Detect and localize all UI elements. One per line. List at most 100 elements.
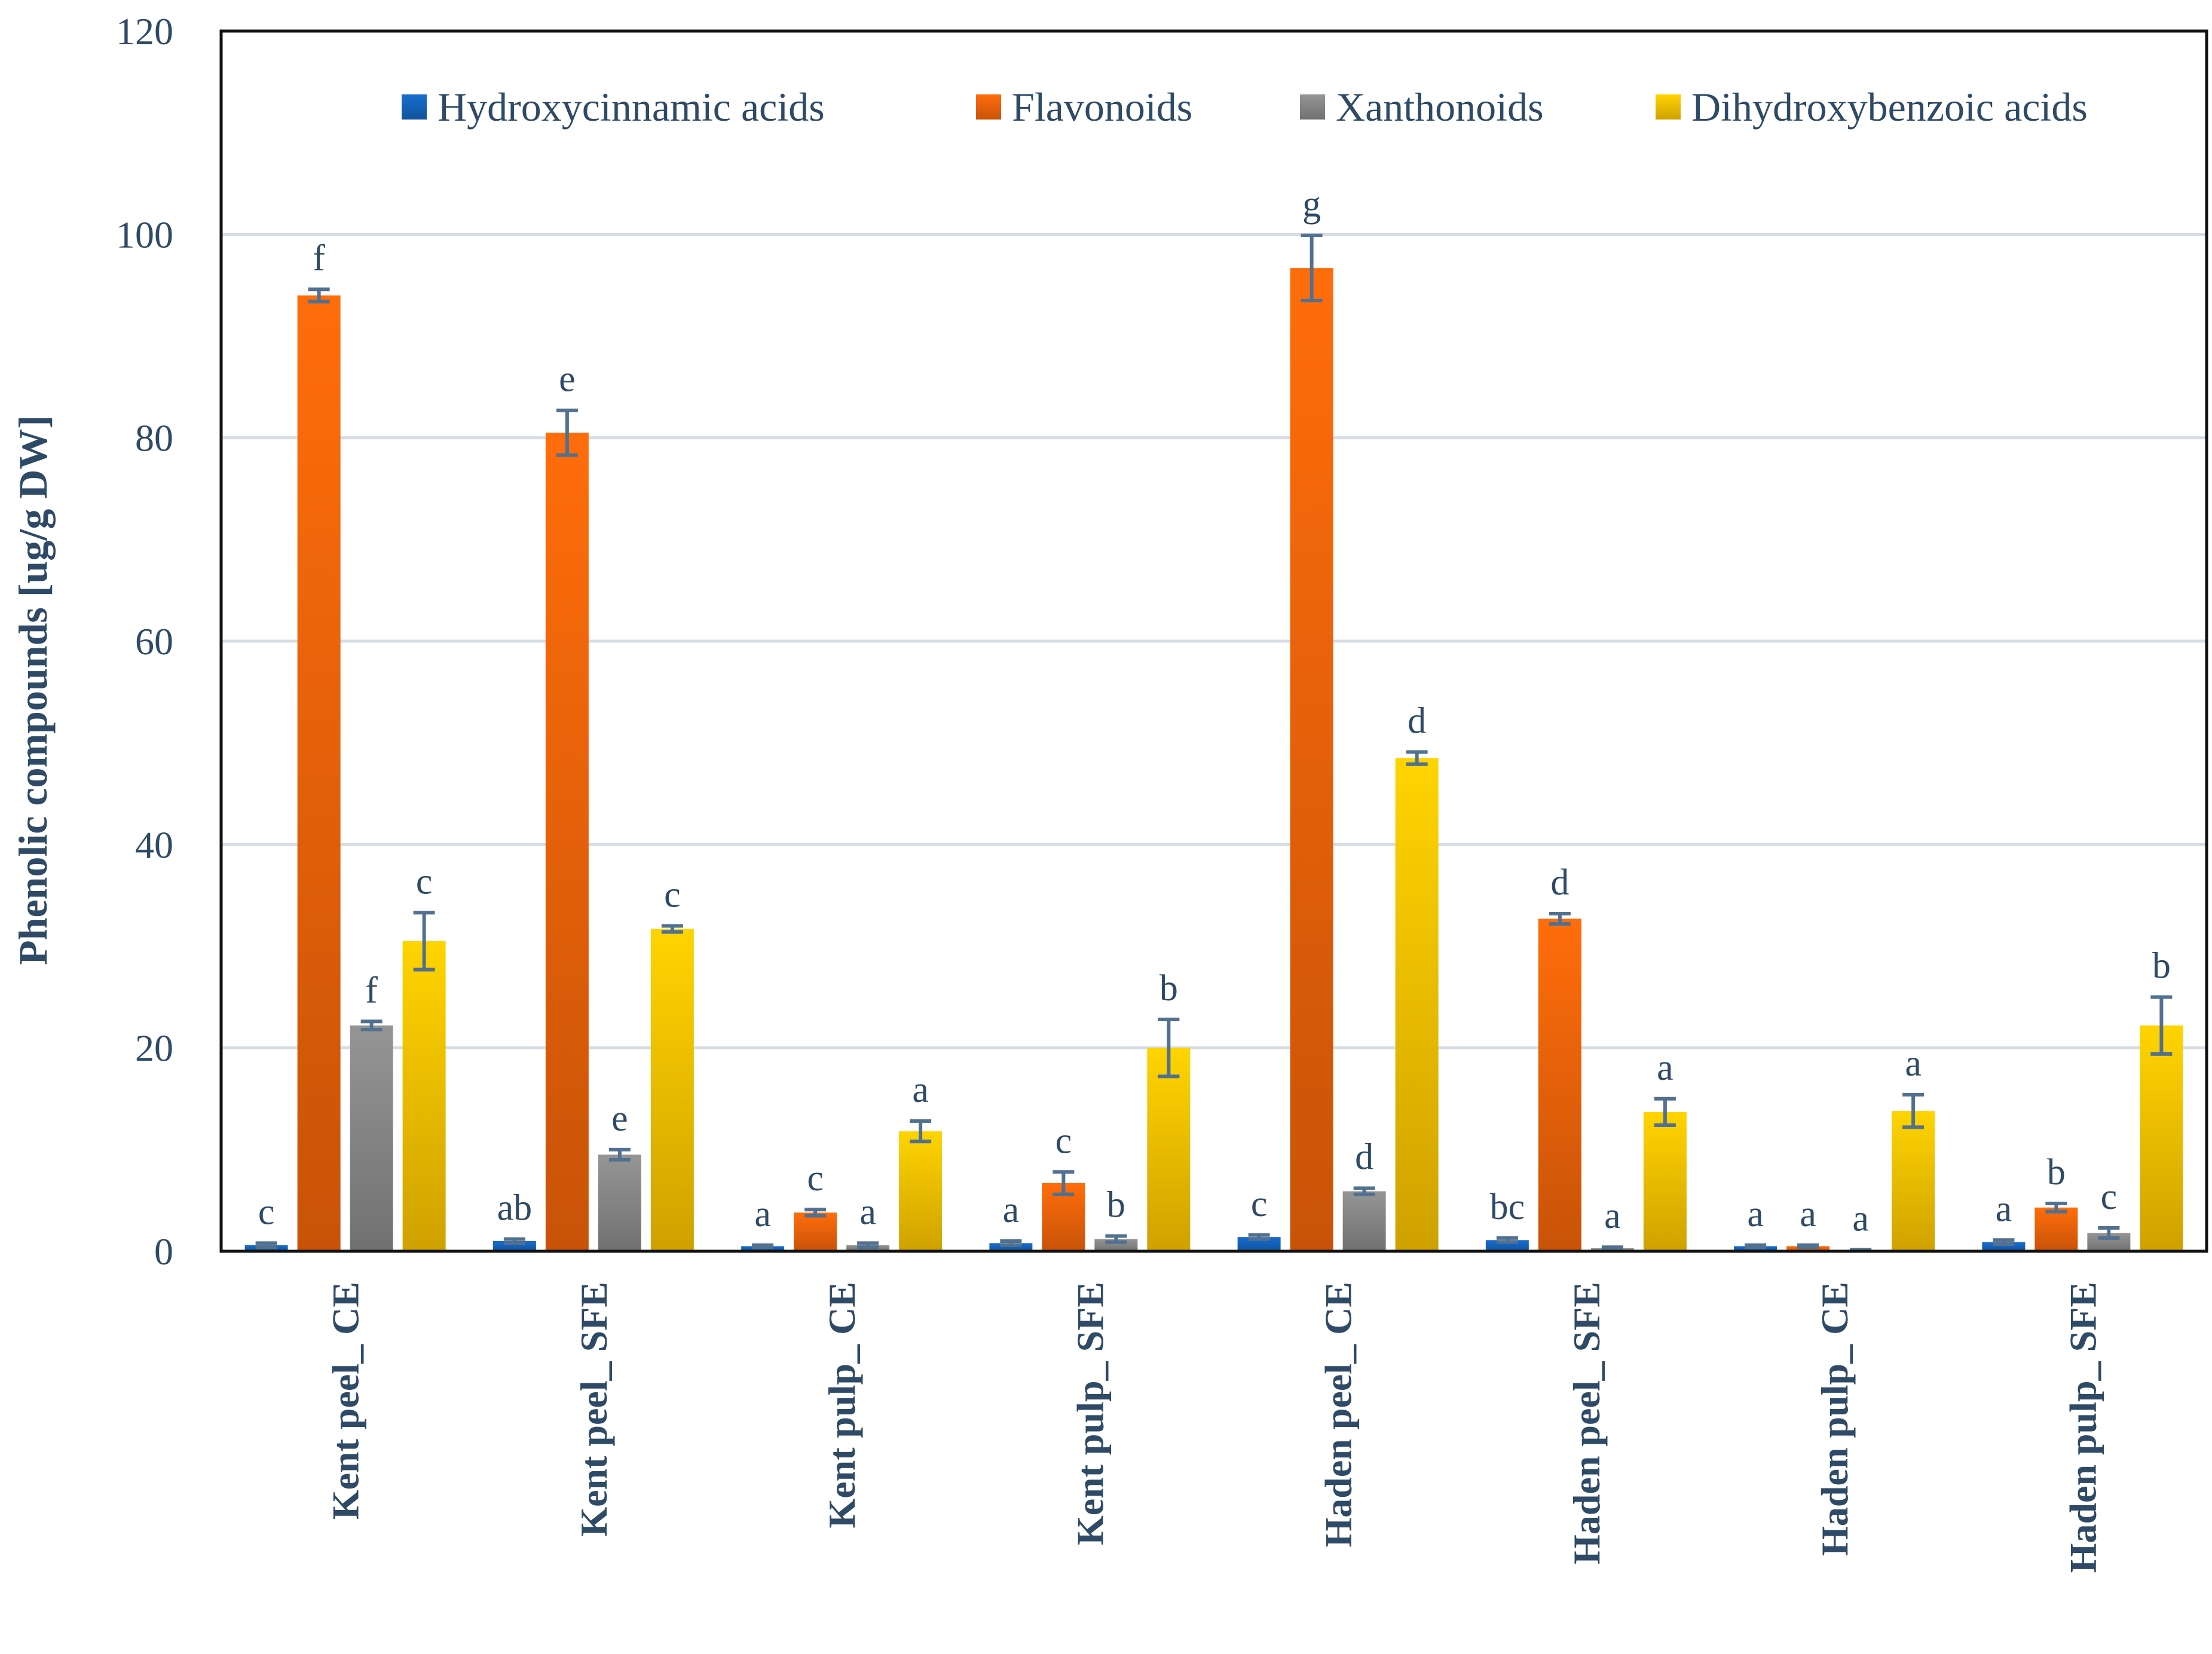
significance-letter: d [1355, 1137, 1373, 1177]
bar-dihydroxybenzoic-acids [899, 1131, 943, 1251]
significance-letter: b [1159, 968, 1178, 1009]
x-category-label: Kent pulp_ CE [821, 1282, 863, 1529]
significance-letter: a [1996, 1189, 2012, 1229]
significance-letter: ab [497, 1188, 533, 1229]
error-bar [1158, 1018, 1180, 1079]
significance-letter: a [859, 1192, 876, 1232]
gridlines [221, 29, 2207, 1050]
error-bar [1601, 1245, 1623, 1251]
bar-dihydroxybenzoic-acids [650, 929, 694, 1251]
bar-flavonoids [1290, 268, 1333, 1252]
error-bar [857, 1241, 879, 1249]
legend-swatch [1656, 94, 1681, 120]
error-bar [608, 1147, 631, 1162]
x-category-label: Kent peel_ CE [325, 1282, 367, 1520]
bar-flavonoids [297, 295, 341, 1251]
error-bar [661, 924, 683, 934]
significance-letter: c [258, 1192, 275, 1232]
legend: Hydroxycinnamic acids Flavonoids Xanthonoi… [402, 84, 2088, 130]
bar-xanthonoids [1342, 1191, 1386, 1251]
error-bar [1053, 1170, 1075, 1196]
significance-letter: c [416, 861, 433, 902]
significance-letter: g [1302, 184, 1321, 225]
error-bar [1406, 750, 1428, 766]
significance-letter: a [912, 1070, 929, 1110]
x-category-label: Haden pulp_ SFE [2061, 1282, 2104, 1573]
significance-letter: e [559, 359, 576, 400]
bar-flavonoids [1538, 918, 1581, 1251]
bar-flavonoids [545, 433, 589, 1251]
significance-letter: d [1408, 700, 1426, 741]
error-bar [556, 408, 578, 457]
error-bar [1301, 234, 1323, 302]
bars [244, 268, 2183, 1252]
significance-letter: a [754, 1194, 771, 1235]
error-bar [1105, 1234, 1127, 1244]
significance-letter: c [2101, 1177, 2118, 1217]
significance-letter: a [1747, 1194, 1764, 1235]
significance-letter: b [2152, 946, 2171, 987]
error-bar [1993, 1238, 2015, 1246]
error-bars [255, 234, 2173, 1253]
y-tick-label: 0 [154, 1230, 173, 1273]
error-bar [2045, 1202, 2067, 1214]
plot-frame [219, 29, 2208, 1253]
bar-dihydroxybenzoic-acids [1395, 758, 1439, 1251]
significance-letter: a [1905, 1043, 1922, 1084]
legend-swatch [402, 94, 427, 120]
significance-letter: f [313, 238, 325, 278]
legend-swatch [976, 94, 1001, 120]
error-bar [804, 1208, 827, 1218]
significance-letter: a [1003, 1190, 1020, 1230]
significance-letter: c [664, 874, 681, 915]
error-bar [1745, 1243, 1767, 1249]
bar-dihydroxybenzoic-acids [402, 941, 446, 1251]
x-category-label: Kent peel_ SFE [573, 1282, 615, 1537]
significance-letter: b [2047, 1152, 2066, 1193]
error-bar [910, 1119, 932, 1144]
bar-dihydroxybenzoic-acids [1892, 1111, 1935, 1251]
x-category-label: Haden pulp_ CE [1813, 1282, 1856, 1556]
bar-dihydroxybenzoic-acids [1643, 1111, 1687, 1251]
y-tick-label: 40 [135, 823, 173, 866]
plot-border [219, 29, 2208, 1253]
error-bar [1353, 1186, 1375, 1196]
y-tick-label: 20 [135, 1027, 173, 1070]
significance-letter: f [365, 970, 378, 1010]
legend-label: Dihydroxybenzoic acids [1691, 84, 2088, 130]
legend-label: Xanthonoids [1336, 84, 1544, 130]
x-category-label: Haden peel_ CE [1317, 1282, 1360, 1547]
bar-flavonoids [2034, 1207, 2078, 1251]
significance-letter: c [1251, 1184, 1268, 1224]
y-axis-label: Phenolic compounds [ug/g DW] [10, 415, 56, 965]
error-bar [1902, 1092, 1925, 1129]
error-bar [503, 1237, 525, 1245]
error-bar [360, 1019, 383, 1032]
error-bar [255, 1241, 277, 1249]
bar-xanthonoids [350, 1025, 393, 1251]
significance-letter: a [1800, 1194, 1816, 1235]
error-bar [1496, 1236, 1518, 1244]
y-tick-label: 80 [135, 417, 173, 460]
error-bar [752, 1243, 774, 1249]
error-bar [1654, 1096, 1676, 1127]
legend-swatch [1300, 94, 1325, 120]
error-bar [1000, 1239, 1022, 1247]
legend-label: Flavonoids [1012, 84, 1192, 130]
error-bar [308, 287, 330, 304]
x-category-label: Kent pulp_ SFE [1069, 1282, 1111, 1545]
significance-letter: c [807, 1158, 824, 1199]
significance-letter: a [1657, 1047, 1673, 1088]
significance-letter: e [611, 1098, 628, 1139]
error-bar [1248, 1233, 1270, 1241]
significance-letter: a [1852, 1198, 1869, 1239]
x-axis-categories: Kent peel_ CE Kent peel_ SFE Kent pulp_ CE… [325, 1282, 2104, 1573]
significance-letter: c [1055, 1120, 1072, 1161]
y-tick-label: 120 [116, 10, 173, 53]
error-bar [1797, 1243, 1819, 1249]
error-bar [2098, 1226, 2120, 1240]
error-bar [1549, 912, 1571, 926]
bar-xanthonoids [598, 1154, 641, 1251]
